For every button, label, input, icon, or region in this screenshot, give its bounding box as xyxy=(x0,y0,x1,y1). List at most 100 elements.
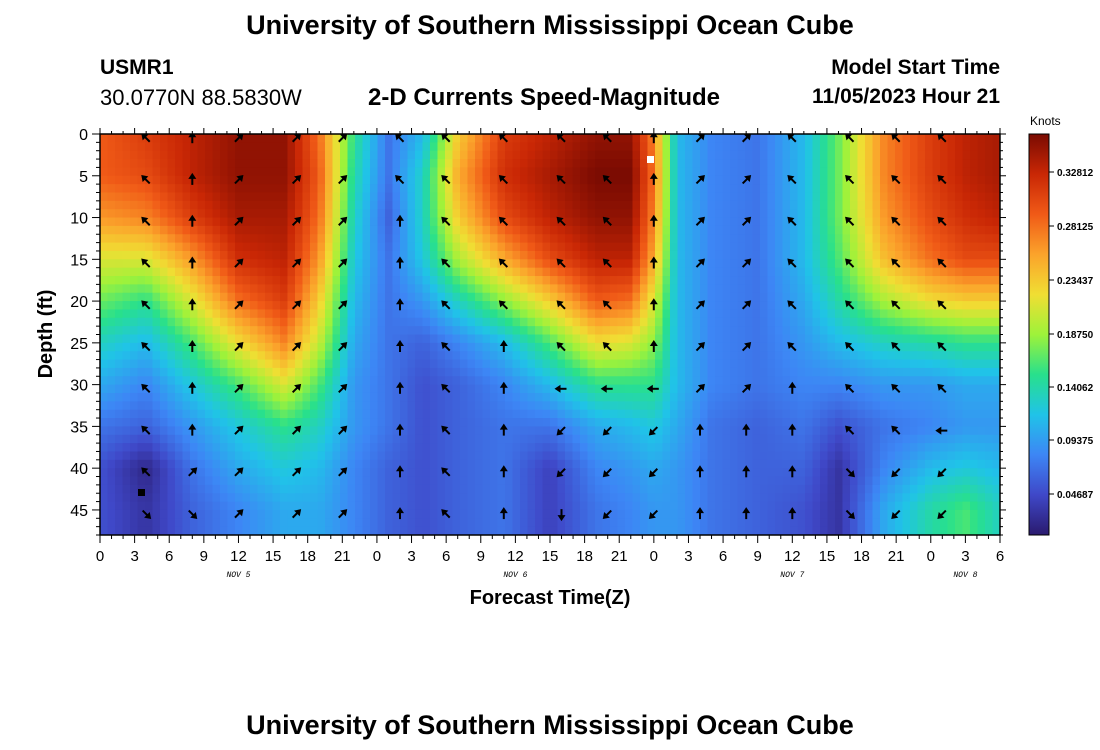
heat-cell xyxy=(850,292,859,302)
heat-cell xyxy=(317,175,326,185)
heat-cell xyxy=(197,459,206,469)
heat-cell xyxy=(355,200,364,210)
heat-cell xyxy=(587,225,596,235)
heat-cell xyxy=(550,484,559,494)
heat-cell xyxy=(782,184,791,194)
heat-cell xyxy=(205,209,214,219)
heat-cell xyxy=(212,501,221,511)
heat-cell xyxy=(355,434,364,444)
heat-cell xyxy=(107,468,116,478)
heat-cell xyxy=(655,309,664,319)
heat-cell xyxy=(812,200,821,210)
heat-cell xyxy=(707,242,716,252)
heat-cell xyxy=(490,426,499,436)
heat-cell xyxy=(332,384,341,394)
heat-cell xyxy=(782,167,791,177)
heat-cell xyxy=(625,192,634,202)
heat-cell xyxy=(392,334,401,344)
heat-cell xyxy=(692,434,701,444)
heat-cell xyxy=(685,367,694,377)
heat-cell xyxy=(775,376,784,386)
heat-cell xyxy=(452,267,461,277)
heat-cell xyxy=(692,259,701,269)
heat-cell xyxy=(557,292,566,302)
heat-cell xyxy=(827,392,836,402)
heat-cell xyxy=(670,175,679,185)
heat-cell xyxy=(827,401,836,411)
heat-cell xyxy=(280,209,289,219)
heat-cell xyxy=(347,159,356,169)
heat-cell xyxy=(550,167,559,177)
heat-cell xyxy=(760,167,769,177)
heat-cell xyxy=(595,342,604,352)
heat-cell xyxy=(842,526,851,535)
heat-cell xyxy=(580,409,589,419)
heat-cell xyxy=(775,392,784,402)
heat-cell xyxy=(677,334,686,344)
heat-cell xyxy=(872,142,881,152)
heat-cell xyxy=(512,468,521,478)
heat-cell xyxy=(617,217,626,227)
heat-cell xyxy=(452,476,461,486)
heat-cell xyxy=(715,342,724,352)
heat-cell xyxy=(145,234,154,244)
heat-cell xyxy=(190,418,199,427)
heat-cell xyxy=(160,392,169,402)
heat-cell xyxy=(460,284,469,294)
heat-cell xyxy=(805,242,814,252)
heat-cell xyxy=(227,276,236,285)
heat-cell xyxy=(617,376,626,386)
heat-cell xyxy=(737,334,746,344)
heat-cell xyxy=(842,317,851,327)
heat-cell xyxy=(242,234,251,244)
heat-cell xyxy=(475,409,484,419)
heat-cell xyxy=(805,459,814,469)
heat-cell xyxy=(400,509,409,519)
heat-cell xyxy=(422,217,431,227)
heat-cell xyxy=(452,284,461,294)
heat-cell xyxy=(542,418,551,427)
heat-cell xyxy=(820,401,829,411)
heat-cell xyxy=(272,409,281,419)
heat-cell xyxy=(610,309,619,319)
heat-cell xyxy=(625,367,634,377)
heat-cell xyxy=(617,484,626,494)
heat-cell xyxy=(490,509,499,519)
heat-cell xyxy=(752,392,761,402)
heat-cell xyxy=(295,284,304,294)
heat-cell xyxy=(655,234,664,244)
heat-cell xyxy=(295,276,304,285)
heat-cell xyxy=(685,284,694,294)
heat-cell xyxy=(715,317,724,327)
heat-cell xyxy=(812,301,821,311)
heat-cell xyxy=(347,234,356,244)
heat-cell xyxy=(287,192,296,202)
heat-cell xyxy=(392,267,401,277)
heat-cell xyxy=(377,468,386,478)
heat-cell xyxy=(827,451,836,461)
heat-cell xyxy=(557,209,566,219)
heat-cell xyxy=(482,159,491,169)
heat-cell xyxy=(707,367,716,377)
heat-cell xyxy=(610,526,619,535)
heat-cell xyxy=(625,359,634,369)
heat-cell xyxy=(497,367,506,377)
heat-cell xyxy=(265,250,274,260)
heat-cell xyxy=(287,242,296,252)
heat-cell xyxy=(422,509,431,519)
heat-cell xyxy=(182,468,191,478)
heat-cell xyxy=(865,434,874,444)
heat-cell xyxy=(490,351,499,361)
heat-cell xyxy=(527,409,536,419)
heat-cell xyxy=(655,384,664,394)
heat-cell xyxy=(842,334,851,344)
heat-cell xyxy=(407,301,416,311)
heat-cell xyxy=(662,509,671,519)
heat-cell xyxy=(392,192,401,202)
heat-cell xyxy=(872,209,881,219)
heat-cell xyxy=(865,175,874,185)
heat-cell xyxy=(145,484,154,494)
heat-cell xyxy=(512,217,521,227)
heat-cell xyxy=(692,443,701,453)
heat-cell xyxy=(445,167,454,177)
